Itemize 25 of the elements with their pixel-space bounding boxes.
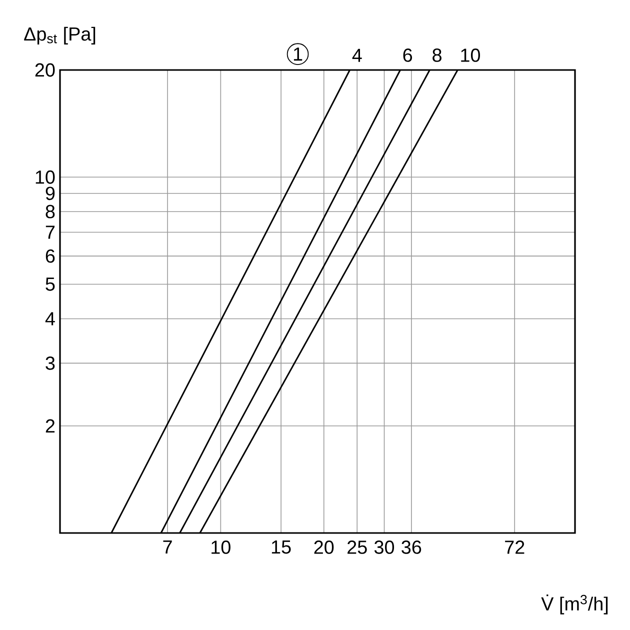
x-tick-label: 7 [163, 540, 172, 554]
x-tick-label: 36 [402, 540, 422, 554]
x-tick-label: 10 [212, 540, 230, 554]
x-tick-label: 30 [374, 540, 394, 554]
series-label: 10 [461, 48, 480, 62]
x-tick-label: 25 [348, 540, 367, 554]
y-axis-title: Δp$_{st}$ [Pa] [24, 26, 96, 44]
x-tick-label: 72 [505, 540, 524, 554]
y-tick-label: 6 [46, 249, 55, 263]
x-tick-label: 15 [272, 540, 291, 554]
y-tick-label: 2 [46, 419, 55, 432]
series-label: 8 [432, 48, 442, 62]
y-tick-label: 9 [46, 186, 55, 200]
x-tick-label: 20 [314, 540, 334, 554]
text: 1 [294, 48, 302, 61]
y-tick-label: 5 [46, 278, 55, 291]
y-tick-label: 3 [46, 356, 55, 370]
series-label: 6 [403, 48, 412, 62]
y-tick-label: 7 [46, 226, 55, 239]
y-tick-label: 4 [45, 312, 55, 326]
x-axis-title: V̇ [m$^{3}$/h] [541, 594, 608, 614]
y-tick-label: 8 [46, 204, 55, 218]
y-tick-label: 10 [36, 170, 55, 184]
legend-label: 4 [352, 48, 362, 62]
y-tick-label: 20 [35, 63, 55, 77]
